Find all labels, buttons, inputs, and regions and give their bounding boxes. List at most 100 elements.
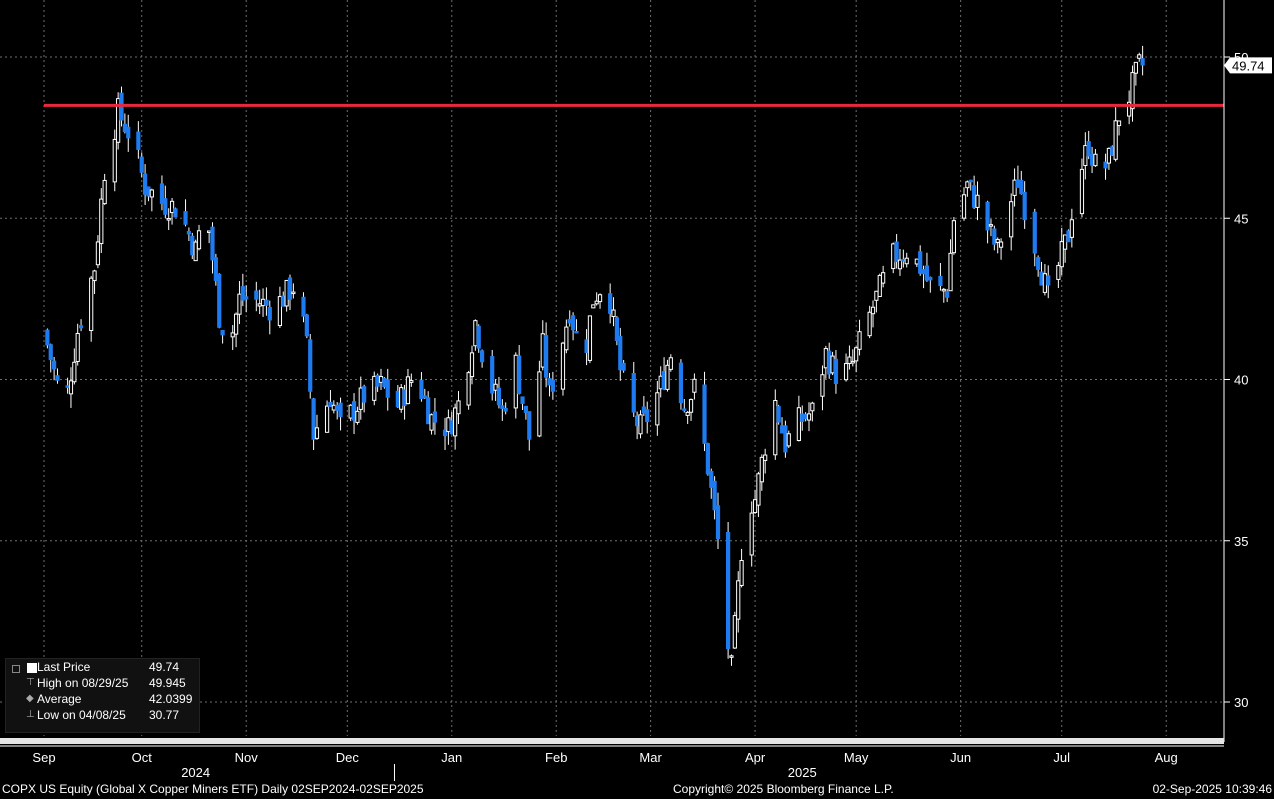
candle-body [75,332,80,362]
candle-body [597,294,603,303]
candle-body [759,456,764,483]
candle-body [938,275,943,287]
x-tick-label: Mar [639,750,662,765]
candle-body [715,505,721,540]
candle-body [442,429,448,437]
legend-high: ⊤ High on 08/29/25 49.945 [6,675,199,691]
candle-body [378,375,384,383]
candle-body [924,265,930,281]
candle-body [446,417,451,433]
y-tick-label: 30 [1234,695,1248,710]
candle-body [688,399,694,413]
candle-body [685,411,690,416]
candle-body [1103,161,1108,169]
candle-body [1113,120,1118,160]
candle-body [564,326,569,351]
candle-body [752,499,758,514]
candle-body [395,390,400,408]
candle-body [779,425,785,434]
candle-body [638,414,643,435]
candle-body [48,344,53,361]
candle-body [800,413,805,422]
candle-body [284,279,289,307]
candle-body [773,400,778,456]
candle-body [402,389,407,406]
grid-lines [0,0,1224,736]
candle-body [453,407,458,437]
candle-body [220,329,225,336]
candle-body [611,309,616,318]
candle-body [591,304,596,309]
candle-body [244,296,249,300]
candle-body [891,243,896,270]
candle-body [527,411,532,440]
candle-body [796,407,801,442]
x-tick-label: Jul [1053,750,1070,765]
candle-body [1110,146,1115,156]
candle-body [173,208,178,218]
candle-body [897,259,903,270]
candle-body [1093,153,1098,167]
candle-body [1133,61,1138,74]
candle-body [338,402,343,418]
candle-body [304,314,309,337]
candle-body [732,615,737,649]
legend-average: ◆ Average 42.0399 [6,691,199,707]
candle-body [877,274,882,297]
candle-body [776,406,781,423]
candle-body [1039,271,1044,286]
candle-body [567,318,572,324]
candle-body [122,123,127,133]
candle-body [257,303,262,307]
candle-body [867,311,872,337]
candle-body [139,156,144,173]
x-tick-label: Aug [1155,750,1178,765]
candle-body [89,277,94,332]
legend-value: 30.77 [149,708,180,722]
candle-body [267,306,272,321]
candle-body [645,409,650,423]
collapse-icon[interactable] [12,665,20,673]
candle-body [92,270,97,282]
candle-body [857,331,862,350]
copyright-text: Copyright© 2025 Bloomberg Finance L.P. [673,782,894,796]
candle-body [520,396,525,404]
candle-body [372,375,377,401]
candle-body [1137,54,1142,59]
candle-body [1130,72,1135,110]
candle-body [237,293,242,315]
candle-body [102,179,107,205]
candle-body [449,420,454,435]
candle-body [918,251,923,274]
y-tick-label: 40 [1234,373,1248,388]
candle-body [1022,191,1027,221]
candle-body [1116,120,1122,127]
candle-body [493,383,498,391]
candle-body [146,186,151,197]
x-tick-label: Sep [32,750,55,765]
candle-body [335,404,340,411]
candle-body [72,361,77,383]
candle-body [52,360,57,370]
candle-body [560,342,566,390]
candle-body [233,313,239,335]
candle-body [783,425,788,453]
candle-body [362,386,367,403]
candle-body [55,375,60,381]
candle-body [614,317,619,342]
y-tick-label: 45 [1234,211,1248,226]
candle-body [45,329,50,346]
candle-body [500,405,505,409]
candle-body [608,293,613,314]
candle-body [419,379,424,400]
candle-body [1083,145,1088,167]
candle-body [281,295,286,307]
candle-body [422,395,427,399]
candle-body [166,218,171,221]
legend-value: 49.74 [149,660,180,674]
candle-body [988,224,994,227]
last-price-tag-shape [1224,57,1272,74]
candle-body [65,385,70,388]
legend-box: Last Price 49.74 ⊤ High on 08/29/25 49.9… [5,658,200,733]
candle-body [358,387,363,410]
